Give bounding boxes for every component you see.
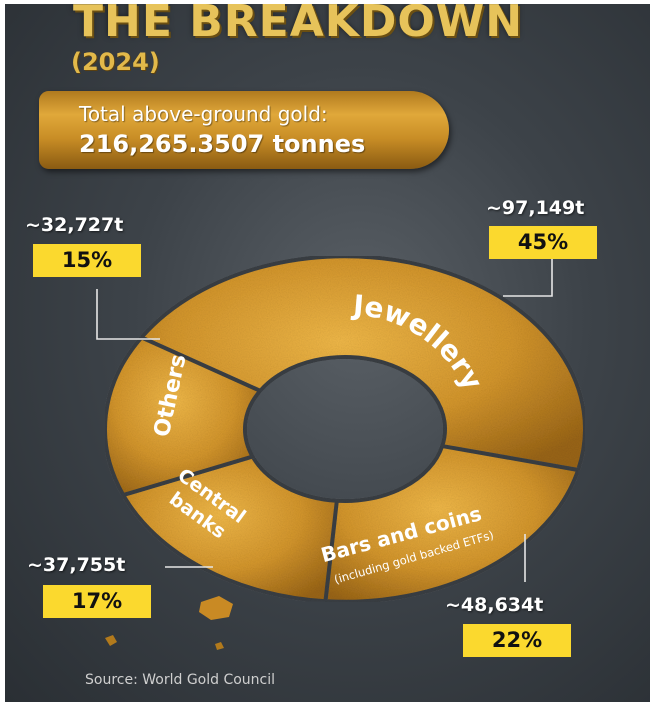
- source-caption: Source: World Gold Council: [85, 672, 276, 688]
- donut-slice-jewellery: [138, 254, 587, 473]
- gold-nuggets: [105, 596, 233, 650]
- page-title: THE BREAKDOWN: [73, 4, 524, 47]
- infographic: Jewellery Others Centralbanks Bars and c…: [5, 4, 650, 702]
- amount-label-jewellery: ~97,149t: [486, 197, 585, 219]
- leader-lines: [96, 259, 553, 582]
- donut-slice-bars: [323, 443, 581, 604]
- total-value: 216,265.3507 tonnes: [79, 130, 366, 158]
- year-label: (2024): [71, 48, 160, 76]
- donut-slice-others: [103, 334, 264, 498]
- amount-label-others: ~32,727t: [25, 214, 124, 236]
- percent-label-jewellery: 45%: [489, 226, 597, 259]
- percent-label-others: 15%: [33, 244, 141, 277]
- amount-label-central-banks: ~37,755t: [27, 554, 126, 576]
- percent-label-bars: 22%: [463, 624, 571, 657]
- leader-line-others: [96, 289, 160, 340]
- leader-line-jewellery: [503, 259, 553, 297]
- percent-label-central-banks: 17%: [43, 585, 151, 618]
- donut-chart: Jewellery Others Centralbanks Bars and c…: [96, 254, 587, 650]
- donut-ring: [103, 254, 587, 604]
- donut-slice-central-banks: [120, 454, 340, 604]
- total-label: Total above-ground gold:: [79, 102, 328, 126]
- total-gold-bar: Total above-ground gold: 216,265.3507 to…: [39, 91, 449, 169]
- amount-label-bars: ~48,634t: [445, 594, 544, 616]
